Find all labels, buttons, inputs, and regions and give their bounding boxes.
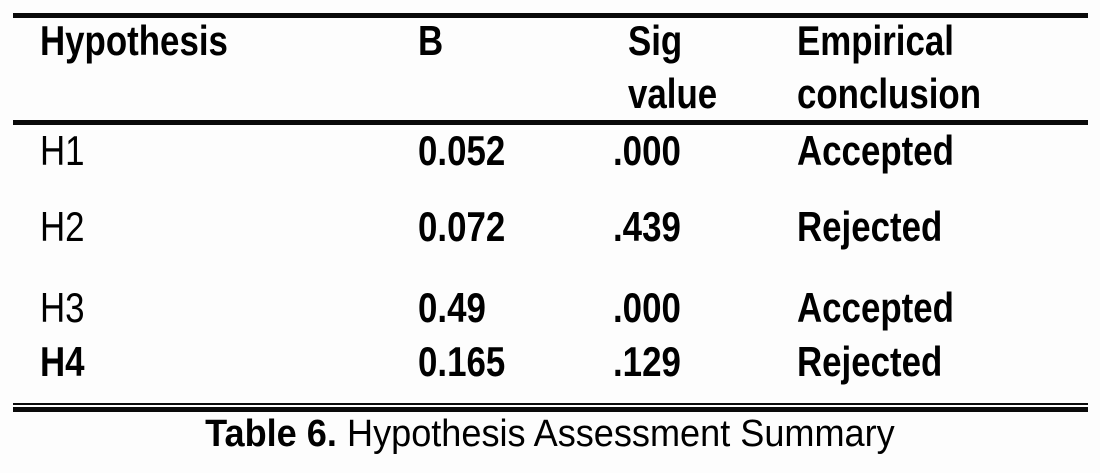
header-label-line1: Empirical	[797, 17, 954, 64]
table-row-h4: H4 0.165 .129 Rejected	[0, 339, 1100, 385]
cell-b-value: 0.072	[418, 203, 506, 250]
cell-b-value: 0.49	[418, 284, 486, 331]
cell-conclusion: Accepted	[797, 127, 954, 174]
table-header-rule	[13, 120, 1088, 125]
table-caption-number: Table 6.	[205, 413, 337, 455]
table-row-h3: H3 0.49 .000 Accepted	[0, 285, 1100, 331]
header-label-line2: value	[628, 70, 718, 117]
cell-sig-value: .129	[613, 338, 681, 385]
header-cell-hypothesis: Hypothesis	[40, 14, 266, 67]
header-label: B	[418, 17, 444, 64]
table-caption-text: Table 6. Hypothesis Assessment Summary	[205, 411, 895, 457]
header-cell-empirical-conclusion: Empirical conclusion	[797, 14, 1019, 120]
cell-hypothesis: H3	[40, 284, 85, 331]
header-cell-sig-value: Sig value	[628, 14, 735, 120]
header-label-line2: conclusion	[797, 70, 982, 117]
cell-hypothesis: H4	[40, 338, 85, 385]
cell-conclusion: Rejected	[797, 203, 943, 250]
table-caption: Table 6. Hypothesis Assessment Summary	[0, 411, 1100, 457]
cell-b-value: 0.165	[418, 338, 506, 385]
table-row-h1: H1 0.052 .000 Accepted	[0, 128, 1100, 174]
table-top-rule	[13, 13, 1088, 18]
cell-conclusion: Accepted	[797, 284, 954, 331]
table-bottom-thick-rule	[13, 407, 1088, 412]
header-label: Hypothesis	[40, 17, 228, 64]
header-label-line1: Sig	[628, 17, 683, 64]
cell-sig-value: .439	[613, 203, 681, 250]
cell-sig-value: .000	[613, 127, 681, 174]
cell-hypothesis: H2	[40, 203, 85, 250]
cell-b-value: 0.052	[418, 127, 506, 174]
cell-hypothesis: H1	[40, 127, 85, 174]
cell-sig-value: .000	[613, 284, 681, 331]
table-caption-title: Hypothesis Assessment Summary	[347, 413, 895, 455]
table-row-h2: H2 0.072 .439 Rejected	[0, 204, 1100, 250]
cell-conclusion: Rejected	[797, 338, 943, 385]
table-bottom-thin-rule	[13, 403, 1088, 405]
header-cell-b: B	[418, 14, 448, 67]
